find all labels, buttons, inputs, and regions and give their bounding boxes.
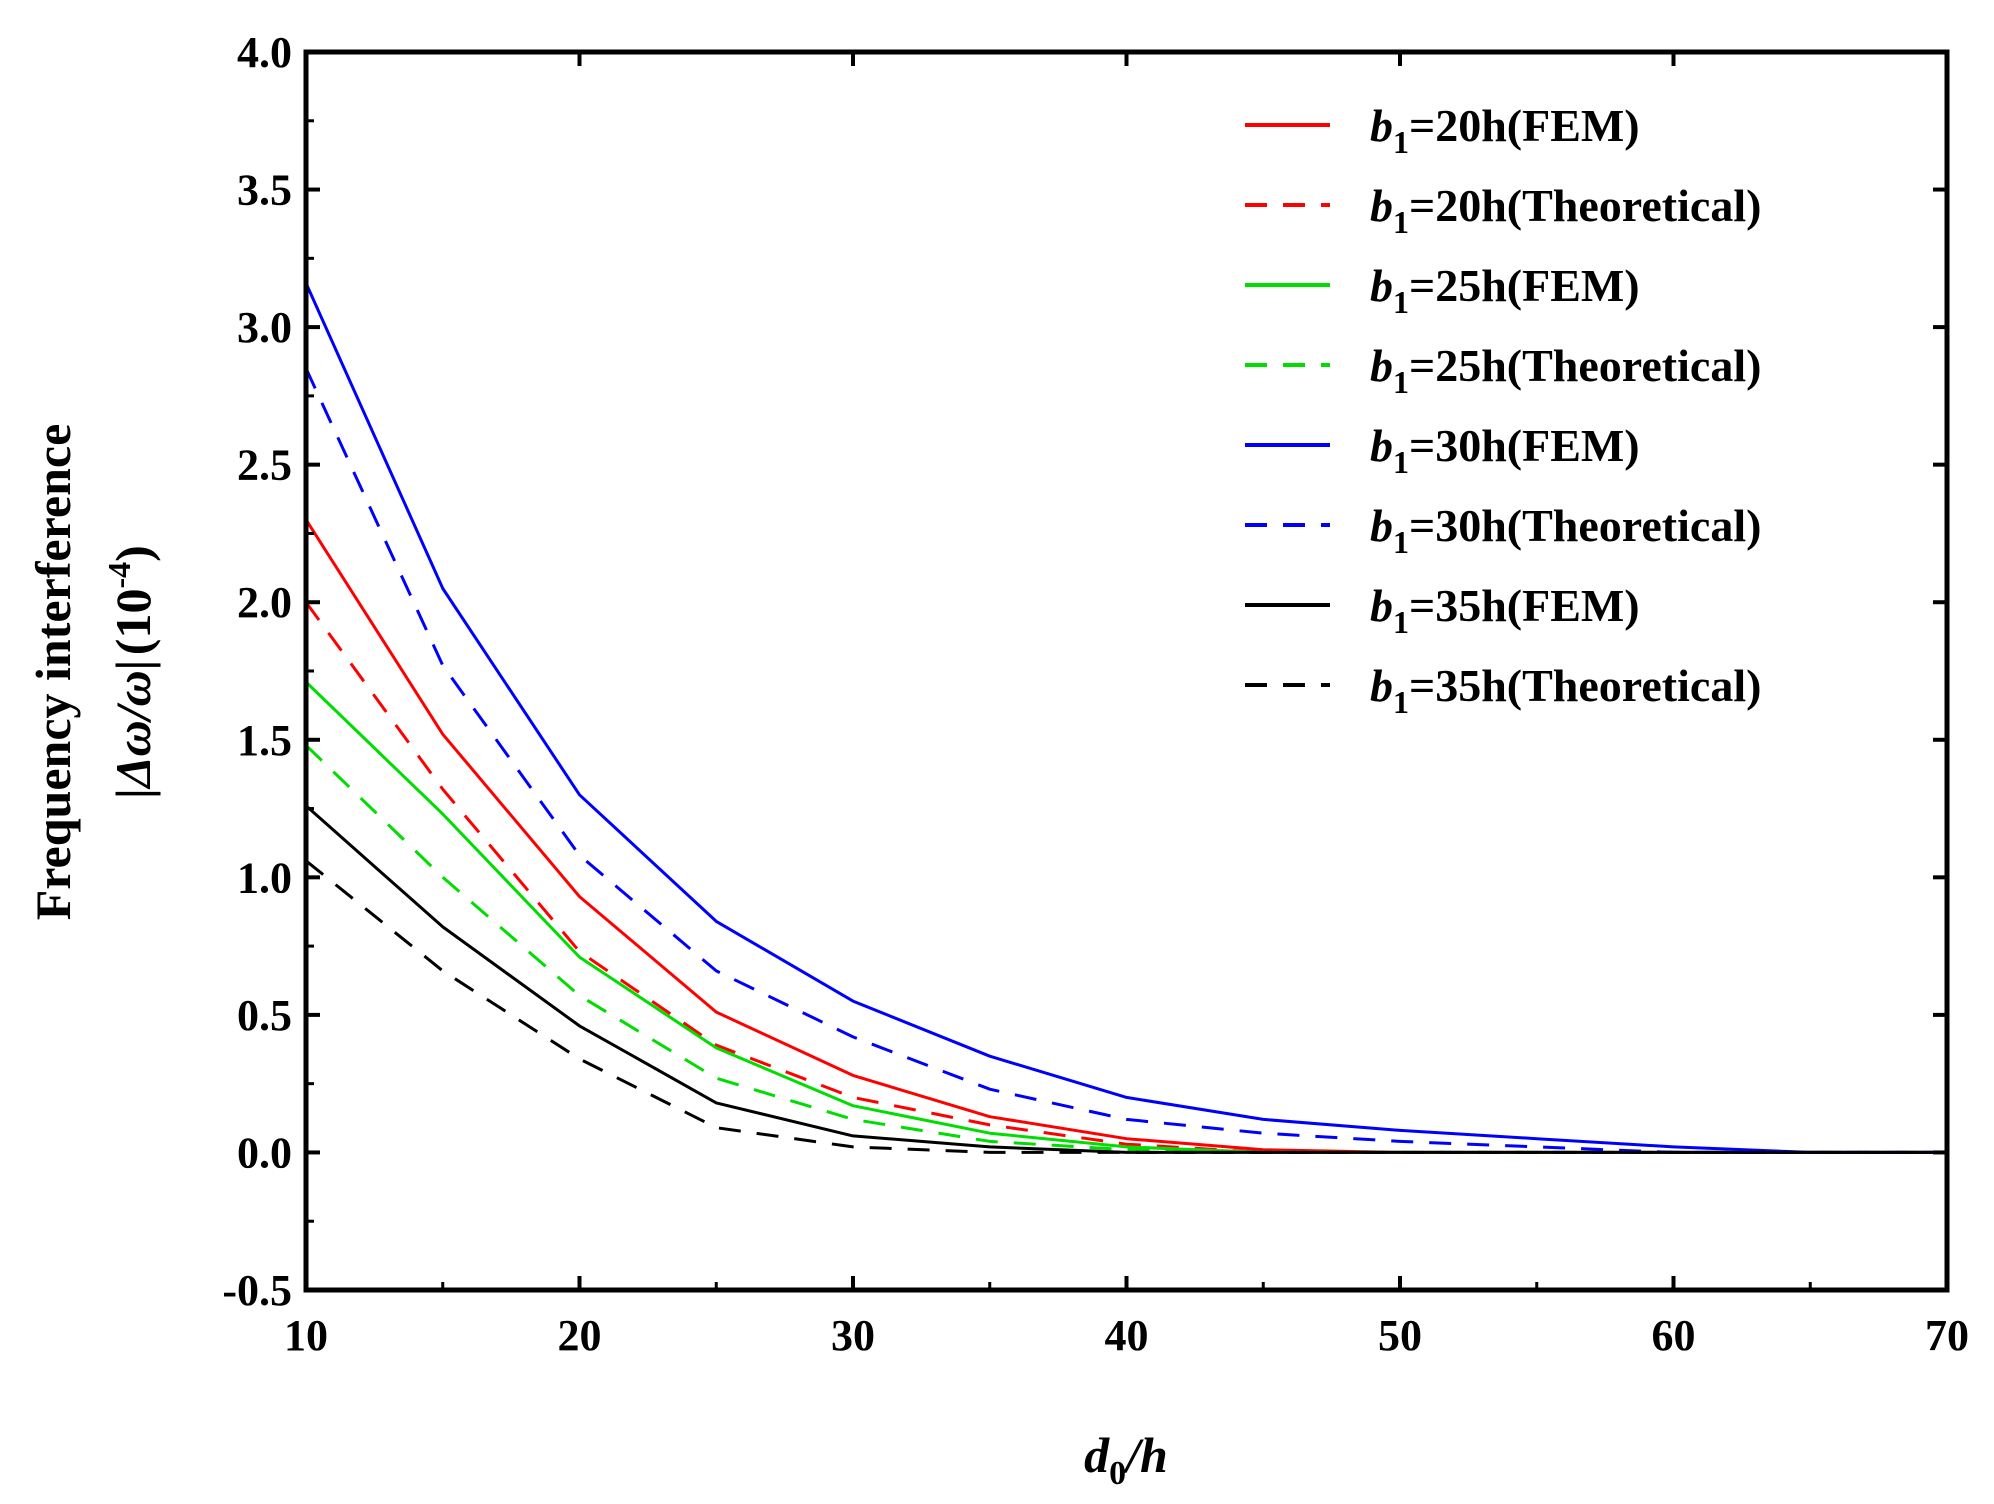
x-tick-label: 40 xyxy=(1105,1311,1149,1360)
y-tick-label: 4.0 xyxy=(237,28,292,77)
y-tick-label: 0.0 xyxy=(237,1128,292,1177)
legend-entry-label: b1=30h(Theoretical) xyxy=(1370,500,1761,560)
y-axis-title-exponent: -4 xyxy=(101,562,137,589)
x-axis-title-rest: /h xyxy=(1122,1427,1168,1483)
y-axis-title-line1: Frequency interference xyxy=(25,424,81,921)
y-tick-label: -0.5 xyxy=(222,1266,292,1315)
y-axis-title-quantity: |Δω/ω| xyxy=(105,659,161,799)
y-tick-label: 1.5 xyxy=(237,716,292,765)
y-axis-title-line2: |Δω/ω|(10-4) xyxy=(101,545,161,799)
x-axis-title: d0/h xyxy=(1084,1427,1168,1492)
x-tick-label: 20 xyxy=(558,1311,602,1360)
plot-lines xyxy=(304,282,1947,1154)
series-line xyxy=(304,744,1947,1154)
legend-entry-label: b1=30h(FEM) xyxy=(1370,420,1640,480)
axis-ticks: -0.5 0.0 0.5 1.0 1.5 2.0 2.5 3.0 3.5 4.0 10 20 30 40 5… xyxy=(222,28,1969,1360)
y-tick-label: 1.0 xyxy=(237,853,292,902)
series-line xyxy=(305,804,1947,1154)
y-axis-title-close: ) xyxy=(105,545,161,562)
series-line xyxy=(304,518,1947,1154)
x-tick-label: 30 xyxy=(831,1311,875,1360)
legend-entry-label: b1=35h(FEM) xyxy=(1370,580,1640,640)
series-line xyxy=(304,367,1947,1154)
y-tick-label: 2.0 xyxy=(237,578,292,627)
x-tick-label: 10 xyxy=(284,1311,328,1360)
y-tick-label: 2.5 xyxy=(237,441,292,490)
y-tick-label: 3.5 xyxy=(237,166,292,215)
series-line xyxy=(304,601,1947,1154)
x-axis-title-sub: 0 xyxy=(1109,1455,1126,1492)
y-tick-label: 3.0 xyxy=(237,303,292,352)
series-line xyxy=(305,859,1947,1154)
legend-entry-label: b1=35h(Theoretical) xyxy=(1370,660,1761,720)
legend-entry-label: b1=25h(Theoretical) xyxy=(1370,340,1761,400)
x-tick-label: 70 xyxy=(1925,1311,1969,1360)
legend-entry-label: b1=20h(FEM) xyxy=(1370,100,1640,160)
x-tick-label: 60 xyxy=(1652,1311,1696,1360)
y-axis-title-unit: (10 xyxy=(105,589,161,656)
y-tick-label: 0.5 xyxy=(237,991,292,1040)
legend: b1=20h(FEM) b1=20h(Theoretical) b1=25h(FEM… xyxy=(1245,100,1761,720)
legend-entry-label: b1=25h(FEM) xyxy=(1370,260,1640,320)
y-axis-title: Frequency interference |Δω/ω|(10-4) xyxy=(25,424,161,921)
x-tick-label: 50 xyxy=(1378,1311,1422,1360)
x-axis-title-var: d xyxy=(1084,1427,1110,1483)
legend-entry-label: b1=20h(Theoretical) xyxy=(1370,180,1761,240)
series-line xyxy=(304,282,1947,1154)
